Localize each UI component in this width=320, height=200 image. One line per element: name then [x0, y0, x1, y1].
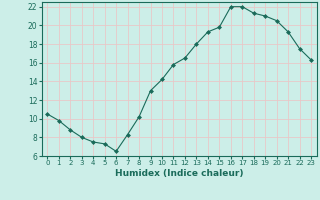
X-axis label: Humidex (Indice chaleur): Humidex (Indice chaleur) [115, 169, 244, 178]
